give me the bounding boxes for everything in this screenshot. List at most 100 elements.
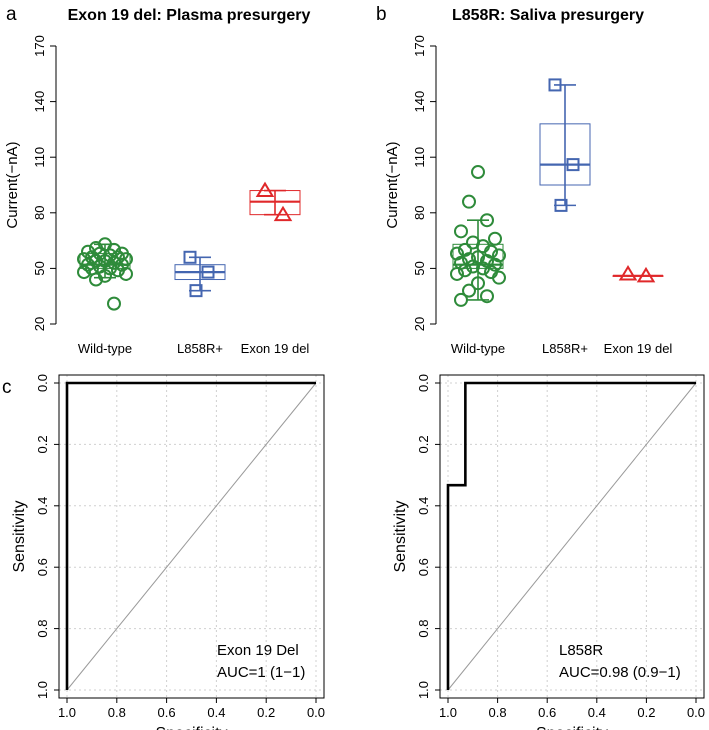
y-axis-label: Sensitivity bbox=[392, 500, 409, 572]
data-point bbox=[183, 250, 197, 264]
data-point bbox=[480, 289, 494, 304]
x-tick-label: 0.4 bbox=[207, 705, 225, 720]
data-point bbox=[636, 266, 656, 283]
annotation-name: Exon 19 Del bbox=[217, 642, 299, 659]
y-axis-label: Current(−nA) bbox=[384, 141, 401, 228]
y-tick-label: 0.6 bbox=[35, 558, 50, 576]
roc-curve-exon19: 1.0 0.0 0.8 0.2 0.6 0.4 0.4 0.6 0.2 0.8 0.0 1.0 Spec… bbox=[11, 374, 325, 730]
y-tick-label: 0.6 bbox=[416, 558, 431, 576]
x-tick-label: 1.0 bbox=[58, 705, 76, 720]
data-point bbox=[554, 198, 568, 212]
x-category-label: L858R+ bbox=[177, 341, 223, 356]
y-tick-label: 80 bbox=[32, 206, 47, 220]
x-tick-label: 0.6 bbox=[158, 705, 176, 720]
x-category-label: L858R+ bbox=[542, 341, 588, 356]
chance-diagonal bbox=[447, 382, 697, 691]
roc-curve-l858r: 1.0 0.0 0.8 0.2 0.6 0.4 0.4 0.6 0.2 0.8 0.0 1.0 Spec… bbox=[392, 374, 705, 730]
annotation-auc: AUC=1 (1−1) bbox=[217, 664, 305, 681]
data-point bbox=[255, 181, 275, 198]
panel-letter-a: a bbox=[6, 4, 17, 25]
y-tick-label: 1.0 bbox=[35, 681, 50, 699]
data-point bbox=[462, 194, 476, 209]
plot-frame bbox=[58, 374, 325, 699]
data-point bbox=[450, 266, 464, 281]
group-l858r- bbox=[174, 250, 226, 298]
x-tick-label: 0.0 bbox=[687, 705, 705, 720]
plot-frame bbox=[439, 374, 705, 699]
data-point bbox=[462, 283, 476, 298]
y-tick-label: 0.0 bbox=[35, 374, 50, 392]
y-tick-label: 0.2 bbox=[35, 435, 50, 453]
box-plot-plasma-exon19: Exon 19 del: Plasma presurgery 20 50 80 110 1… bbox=[4, 7, 310, 356]
data-point bbox=[492, 270, 506, 285]
x-tick-label: 0.0 bbox=[307, 705, 325, 720]
box-plot-saliva-l858r: L858R: Saliva presurgery 20 50 80 110 140 170 C… bbox=[384, 7, 672, 356]
data-point bbox=[476, 261, 490, 276]
group-exon-19-del bbox=[249, 181, 301, 222]
x-category-label: Wild-type bbox=[451, 341, 505, 356]
group-l858r- bbox=[539, 78, 591, 212]
data-point bbox=[111, 263, 125, 278]
data-point bbox=[119, 266, 133, 281]
y-tick-label: 140 bbox=[412, 91, 427, 113]
x-tick-label: 0.6 bbox=[538, 705, 556, 720]
y-tick-label: 0.4 bbox=[416, 497, 431, 515]
panel-letter-c: c bbox=[2, 377, 12, 398]
x-category-label: Wild-type bbox=[78, 341, 132, 356]
y-tick-label: 170 bbox=[32, 35, 47, 57]
data-point bbox=[566, 158, 580, 172]
data-point bbox=[98, 268, 112, 283]
x-tick-label: 0.4 bbox=[588, 705, 606, 720]
y-tick-label: 0.4 bbox=[35, 497, 50, 515]
y-tick-label: 0.8 bbox=[416, 620, 431, 638]
y-tick-label: 50 bbox=[32, 261, 47, 275]
chance-diagonal bbox=[66, 382, 317, 691]
data-point bbox=[77, 265, 91, 280]
roc-curve-line bbox=[65, 381, 316, 690]
group-wild-type bbox=[450, 165, 506, 307]
data-point bbox=[471, 165, 485, 180]
annotation-name: L858R bbox=[559, 642, 603, 659]
y-tick-label: 0.0 bbox=[416, 374, 431, 392]
data-point bbox=[466, 259, 480, 274]
data-point bbox=[471, 276, 485, 291]
x-axis-label: Specificity bbox=[536, 725, 608, 730]
x-tick-label: 0.8 bbox=[108, 705, 126, 720]
data-point bbox=[488, 257, 502, 272]
data-point bbox=[458, 263, 472, 278]
x-axis-label: Specificity bbox=[155, 725, 227, 730]
data-point bbox=[273, 205, 293, 222]
group-exon-19-del bbox=[612, 265, 664, 283]
y-tick-label: 110 bbox=[412, 147, 427, 168]
x-category-label: Exon 19 del bbox=[604, 341, 673, 356]
roc-curve-line bbox=[446, 381, 696, 690]
y-tick-label: 0.2 bbox=[416, 435, 431, 453]
group-wild-type bbox=[77, 237, 133, 311]
panel-letter-b: b bbox=[376, 4, 387, 25]
data-point bbox=[107, 296, 121, 311]
y-axis-label: Sensitivity bbox=[11, 500, 28, 572]
y-tick-label: 20 bbox=[32, 317, 47, 331]
y-tick-label: 0.8 bbox=[35, 620, 50, 638]
data-point bbox=[454, 224, 468, 239]
x-tick-label: 0.8 bbox=[489, 705, 507, 720]
y-tick-label: 20 bbox=[412, 317, 427, 331]
annotation-auc: AUC=0.98 (0.9−1) bbox=[559, 664, 681, 681]
data-point bbox=[548, 78, 562, 92]
data-point bbox=[89, 272, 103, 287]
data-point bbox=[488, 231, 502, 246]
x-category-label: Exon 19 del bbox=[241, 341, 310, 356]
data-point bbox=[189, 284, 203, 298]
y-axis-label: Current(−nA) bbox=[4, 141, 21, 228]
data-point bbox=[454, 292, 468, 307]
chart-title: L858R: Saliva presurgery bbox=[452, 7, 644, 24]
y-tick-label: 140 bbox=[32, 91, 47, 113]
x-tick-label: 0.2 bbox=[257, 705, 275, 720]
y-tick-label: 1.0 bbox=[416, 681, 431, 699]
data-point bbox=[618, 265, 638, 281]
y-tick-label: 110 bbox=[32, 147, 47, 168]
box-iqr bbox=[539, 123, 591, 186]
data-point bbox=[480, 213, 494, 228]
x-tick-label: 1.0 bbox=[439, 705, 457, 720]
